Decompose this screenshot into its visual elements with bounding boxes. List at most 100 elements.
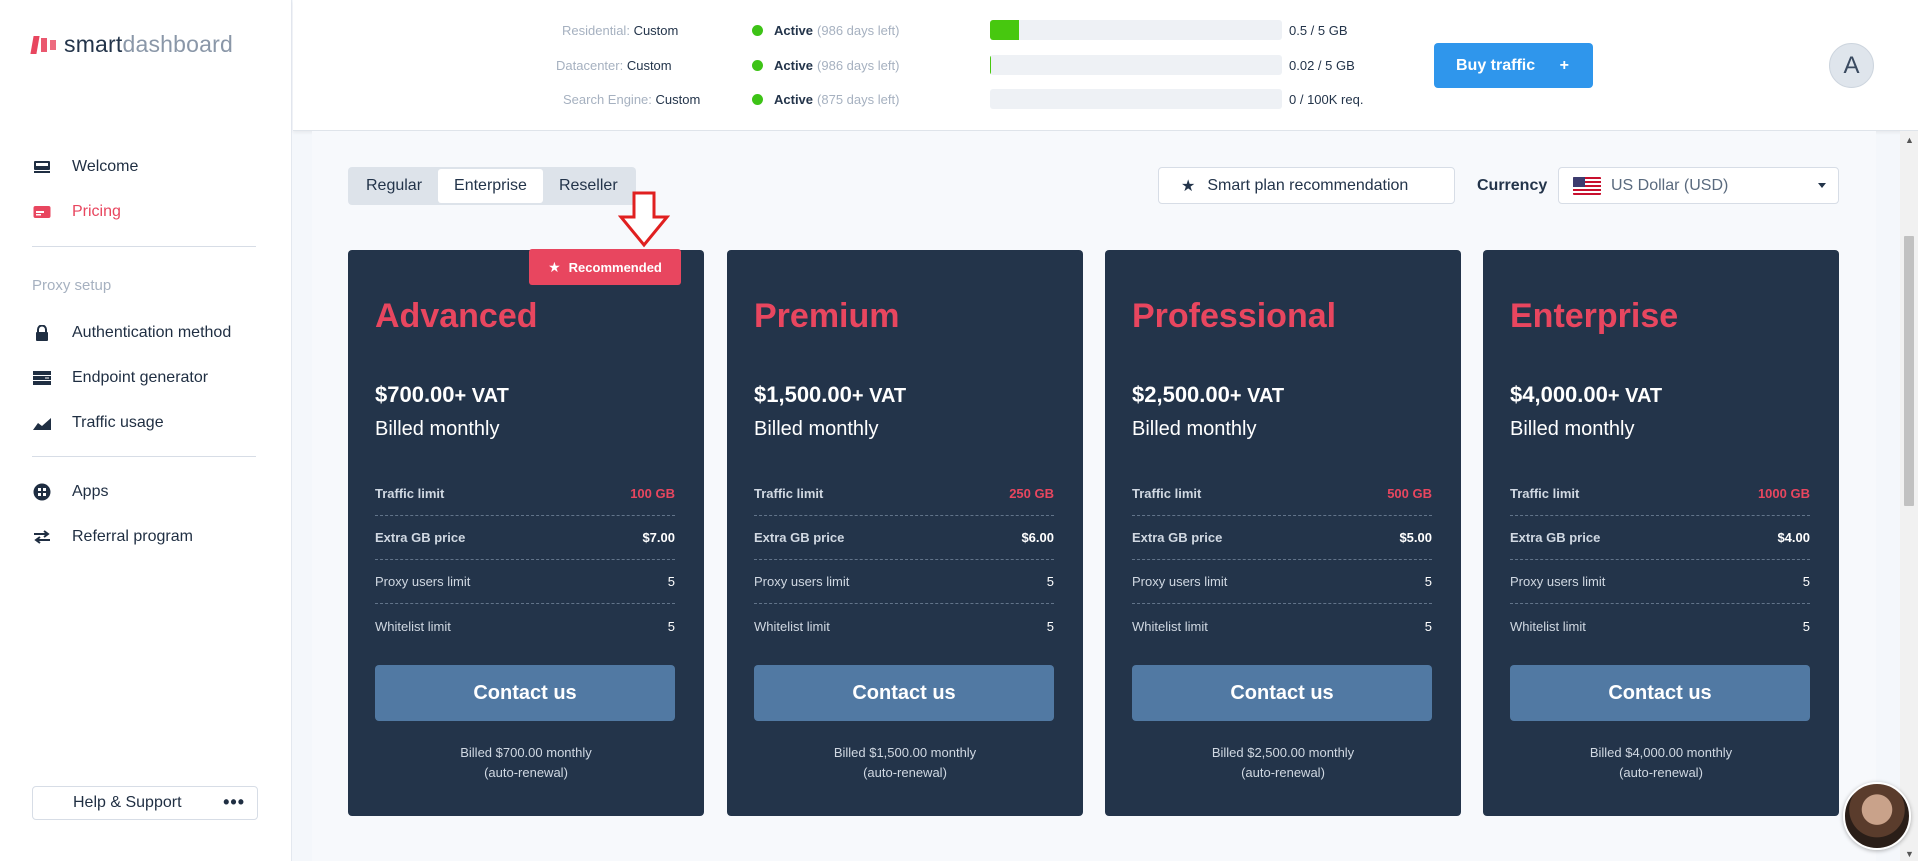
plan-name: Enterprise: [1510, 297, 1679, 335]
contact-us-button[interactable]: Contact us: [1132, 665, 1432, 721]
scrollbar-thumb[interactable]: [1904, 236, 1914, 506]
plan-price: $1,500.00: [754, 382, 852, 407]
scroll-up-icon[interactable]: ▲: [1905, 135, 1914, 145]
feature-row: Extra GB price $6.00: [754, 516, 1054, 560]
sidebar-item-label: Endpoint generator: [72, 369, 209, 386]
help-label: Help & Support: [73, 794, 182, 811]
usage-bar: [990, 89, 1282, 109]
feature-row: Traffic limit 100 GB: [375, 472, 675, 516]
billing-note: Billed $1,500.00 monthly (auto-renewal): [833, 745, 977, 780]
sidebar-item-apps[interactable]: Apps: [32, 483, 108, 501]
currency-select[interactable]: US Dollar (USD): [1558, 167, 1839, 204]
subscription-header: Residential: Custom Active (986 days left…: [293, 0, 1918, 131]
monitor-icon: [32, 159, 52, 175]
status-badge: Active (986 days left): [752, 58, 899, 73]
plan-features: Traffic limit 100 GB Extra GB price $7.00 …: [375, 472, 675, 648]
brand-name-b: dashboard: [122, 31, 233, 57]
subscription-plan: Custom: [655, 91, 701, 107]
contact-us-button[interactable]: Contact us: [1510, 665, 1810, 721]
transfer-icon: [32, 529, 52, 545]
plan-name: Professional: [1132, 297, 1337, 335]
brand-logo[interactable]: smartdashboard: [30, 31, 233, 58]
chart-icon: [32, 415, 52, 431]
down-arrow-annotation-icon: [618, 191, 670, 248]
plan-vat: + VAT: [851, 385, 907, 407]
feature-row: Whitelist limit 5: [1132, 618, 1432, 634]
chevron-down-icon: [1818, 183, 1826, 188]
credit-card-icon: [32, 204, 52, 220]
sidebar-divider: [32, 456, 256, 457]
sidebar-item-traffic-usage[interactable]: Traffic usage: [32, 414, 164, 432]
tab-enterprise[interactable]: Enterprise: [438, 169, 543, 203]
usage-text: 0.5 / 5 GB: [1289, 22, 1348, 38]
sidebar-item-label: Referral program: [72, 528, 193, 545]
buy-traffic-label: Buy traffic: [1456, 56, 1536, 74]
status-dot-icon: [752, 24, 763, 36]
grid-icon: [32, 483, 52, 501]
help-support-button[interactable]: Help & Support •••: [32, 786, 258, 820]
plan-billing: Billed monthly: [375, 418, 500, 440]
plan-price: $4,000.00: [1510, 382, 1608, 407]
star-icon: ★: [1181, 177, 1196, 195]
avatar[interactable]: A: [1829, 43, 1874, 88]
feature-row: Proxy users limit 5: [754, 560, 1054, 604]
buy-traffic-button[interactable]: Buy traffic +: [1434, 43, 1593, 88]
plan-card-premium: Premium $1,500.00+ VAT Billed monthly Tr…: [727, 250, 1083, 816]
brand-name-a: smart: [64, 31, 123, 57]
section-label-proxy-setup: Proxy setup: [32, 277, 112, 294]
billing-note: Billed $4,000.00 monthly (auto-renewal): [1589, 745, 1733, 780]
plan-type-tabs: Regular Enterprise Reseller: [348, 167, 636, 205]
plan-features: Traffic limit 250 GB Extra GB price $6.00 …: [754, 472, 1054, 648]
usage-bar: [990, 55, 1282, 75]
tab-reseller[interactable]: Reseller: [558, 177, 618, 194]
sidebar-item-label: Authentication method: [72, 324, 232, 341]
us-flag-icon: [1573, 176, 1601, 195]
smart-plan-label: Smart plan recommendation: [1207, 176, 1409, 194]
lock-icon: [32, 325, 52, 341]
sidebar-divider: [32, 246, 256, 247]
feature-row: Traffic limit 250 GB: [754, 472, 1054, 516]
scroll-down-icon[interactable]: ▼: [1905, 849, 1914, 859]
more-dots-icon[interactable]: •••: [223, 792, 245, 812]
plan-features: Traffic limit 500 GB Extra GB price $5.00 …: [1132, 472, 1432, 648]
plan-vat: + VAT: [1607, 385, 1663, 407]
usage-text: 0.02 / 5 GB: [1289, 57, 1355, 73]
billing-note: Billed $700.00 monthly (auto-renewal): [460, 745, 592, 780]
logo-icon: [30, 35, 56, 54]
contact-us-button[interactable]: Contact us: [754, 665, 1054, 721]
plan-name: Premium: [754, 297, 900, 335]
contact-us-button[interactable]: Contact us: [375, 665, 675, 721]
usage-bar: [990, 20, 1282, 40]
sidebar-item-label: Traffic usage: [72, 414, 164, 431]
currency-label: Currency: [1477, 177, 1548, 194]
sidebar-item-referral-program[interactable]: Referral program: [32, 528, 193, 546]
sidebar-item-authentication-method[interactable]: Authentication method: [32, 324, 231, 342]
feature-row: Extra GB price $5.00: [1132, 516, 1432, 560]
subscription-type: Residential:: [562, 22, 630, 38]
recommended-label: Recommended: [568, 259, 662, 275]
feature-row: Extra GB price $7.00: [375, 516, 675, 560]
billing-note: Billed $2,500.00 monthly (auto-renewal): [1211, 745, 1355, 780]
plan-billing: Billed monthly: [1132, 418, 1257, 440]
sidebar-item-label: Pricing: [72, 203, 121, 220]
status-dot-icon: [752, 59, 763, 71]
usage-bar-fill: [990, 55, 992, 75]
smart-plan-recommendation-button[interactable]: ★ Smart plan recommendation: [1158, 167, 1455, 204]
sidebar-item-welcome[interactable]: Welcome: [32, 158, 138, 176]
tab-regular[interactable]: Regular: [366, 177, 423, 194]
sidebar-item-pricing[interactable]: Pricing: [32, 203, 121, 221]
sidebar-item-endpoint-generator[interactable]: Endpoint generator: [32, 369, 208, 387]
plan-vat: + VAT: [1229, 385, 1285, 407]
plan-card-professional: Professional $2,500.00+ VAT Billed month…: [1105, 250, 1461, 816]
vertical-scrollbar[interactable]: ▲ ▼: [1900, 131, 1918, 861]
star-icon: ★: [548, 258, 561, 275]
feature-row: Whitelist limit 5: [375, 618, 675, 634]
subscription-plan: Custom: [626, 57, 672, 73]
subscription-type: Search Engine:: [563, 91, 652, 107]
plus-icon: +: [1559, 56, 1569, 74]
status-badge: Active (875 days left): [752, 92, 899, 107]
feature-row: Traffic limit 1000 GB: [1510, 472, 1810, 516]
support-chat-avatar[interactable]: [1843, 782, 1911, 850]
subscription-type: Datacenter:: [556, 57, 624, 73]
feature-row: Proxy users limit 5: [375, 560, 675, 604]
